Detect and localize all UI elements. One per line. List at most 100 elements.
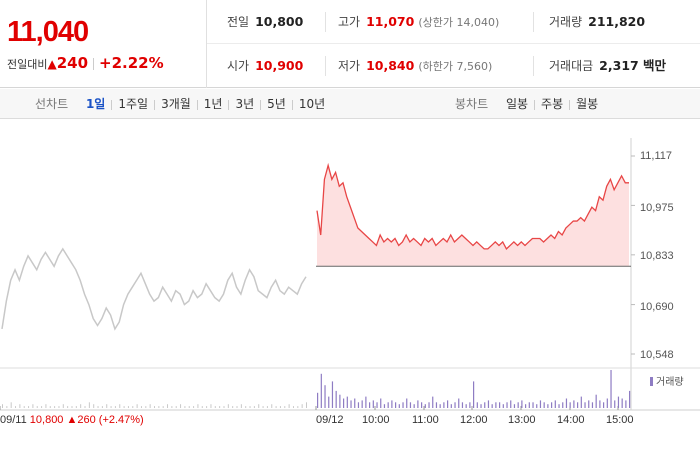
- chart-canvas: [0, 138, 700, 411]
- volume-bar: [447, 400, 449, 408]
- volume-bar: [236, 406, 238, 408]
- volume-bar: [19, 404, 21, 408]
- volume-bar: [562, 402, 564, 408]
- y-tick-label: 11,117: [640, 150, 673, 162]
- volume-bar: [435, 402, 438, 408]
- volume-bar: [398, 404, 400, 408]
- up-triangle-icon: ▲: [47, 57, 57, 71]
- volume-bar: [219, 406, 221, 408]
- volume-bar: [123, 406, 125, 408]
- tab-1year[interactable]: 1년: [203, 97, 223, 111]
- volume-bar: [629, 390, 631, 408]
- volume-bar: [320, 373, 322, 408]
- change-percent: +2.22%: [99, 54, 164, 72]
- stat-divider: [325, 12, 326, 32]
- tab-10year[interactable]: 10년: [298, 97, 326, 111]
- volume-bar: [6, 406, 8, 408]
- volume-bar: [58, 406, 60, 408]
- stat-trade-value: 거래대금 2,317 백만: [549, 44, 666, 88]
- x-tick-label: 15:00: [606, 414, 634, 426]
- volume-bar: [369, 402, 371, 408]
- today-series-line: [316, 162, 629, 250]
- volume-bar: [175, 406, 177, 408]
- volume-bar: [424, 404, 426, 408]
- volume-bar: [365, 396, 367, 408]
- volume-bar: [495, 402, 497, 408]
- quote-header: 11,040 전일대비▲240 +2.22% 전일 10,800 고가 11,070(…: [0, 0, 700, 88]
- tab-1week[interactable]: 1주일: [118, 97, 149, 111]
- volume-bar: [361, 400, 363, 408]
- candle-chart-tabs: 봉차트 일봉 주봉 월봉: [455, 89, 604, 119]
- volume-bar: [32, 404, 34, 408]
- volume-bar: [88, 402, 90, 408]
- stat-label: 시가: [227, 59, 250, 73]
- tab-daily-candle[interactable]: 일봉: [505, 97, 529, 111]
- prev-day-summary: 10,800 ▲260 (+2.47%): [29, 414, 144, 426]
- volume-bar: [565, 398, 568, 408]
- volume-bar: [357, 402, 360, 408]
- volume-bar: [383, 404, 386, 408]
- stat-open: 시가 10,900: [227, 44, 303, 88]
- volume-bar: [521, 400, 523, 408]
- volume-bar: [450, 404, 452, 408]
- volume-bar: [284, 406, 286, 408]
- volume-bar: [476, 402, 478, 408]
- volume-bar: [331, 381, 334, 408]
- volume-bar: [591, 402, 594, 408]
- volume-bar: [75, 406, 77, 408]
- volume-bar: [372, 400, 374, 408]
- tab-weekly-candle[interactable]: 주봉: [541, 97, 564, 111]
- tab-monthly-candle[interactable]: 월봉: [576, 97, 599, 111]
- stat-value: 211,820: [588, 14, 646, 29]
- tab-3year[interactable]: 3년: [235, 97, 255, 111]
- volume-bar: [328, 396, 330, 408]
- volume-bar: [119, 404, 121, 408]
- volume-bar: [491, 404, 493, 408]
- volume-bar: [532, 402, 534, 408]
- volume-bar: [588, 400, 590, 408]
- volume-bar: [97, 406, 99, 408]
- volume-bar: [417, 400, 419, 408]
- x-tick-label: 13:00: [508, 414, 536, 426]
- prev-day-series-line: [1, 247, 307, 331]
- volume-bar: [354, 398, 356, 408]
- x-tick-label: 11:00: [412, 414, 439, 426]
- volume-bar: [80, 404, 82, 408]
- stat-sub: (상한가 14,040): [418, 16, 500, 29]
- volume-bar: [171, 406, 173, 408]
- volume-bar: [101, 406, 103, 408]
- volume-legend-label: 거래량: [656, 377, 684, 388]
- tab-divider: [260, 99, 262, 110]
- volume-bar: [469, 402, 471, 408]
- volume-bar: [536, 404, 538, 408]
- tab-3month[interactable]: 3개월: [161, 97, 191, 111]
- volume-bar: [554, 400, 556, 408]
- volume-bar: [167, 404, 169, 408]
- volume-bar: [210, 404, 212, 408]
- stat-divider: [325, 56, 326, 76]
- tab-divider: [569, 99, 571, 110]
- volume-bar: [2, 404, 3, 408]
- stat-divider: [533, 12, 534, 32]
- volume-bar: [484, 402, 486, 408]
- volume-bar: [543, 402, 545, 408]
- change-label: 전일대비: [7, 58, 48, 71]
- volume-bar: [197, 404, 199, 408]
- volume-bar: [339, 394, 341, 408]
- tab-5year[interactable]: 5년: [267, 97, 286, 111]
- volume-bar: [606, 398, 608, 408]
- volume-bar: [93, 404, 95, 408]
- volume-bar: [324, 385, 326, 408]
- volume-bar: [67, 406, 69, 408]
- volume-bar: [110, 406, 112, 408]
- volume-bar: [158, 406, 160, 408]
- volume-bar: [510, 400, 512, 408]
- volume-bar: [41, 406, 43, 408]
- change-line: 전일대비▲240 +2.22%: [7, 54, 164, 72]
- tab-divider: [291, 99, 293, 110]
- volume-bar: [406, 398, 408, 408]
- tab-1day[interactable]: 1일: [85, 97, 106, 111]
- volume-bar: [599, 400, 601, 408]
- stat-sub: (하한가 7,560): [418, 60, 493, 73]
- volume-bar: [106, 404, 108, 408]
